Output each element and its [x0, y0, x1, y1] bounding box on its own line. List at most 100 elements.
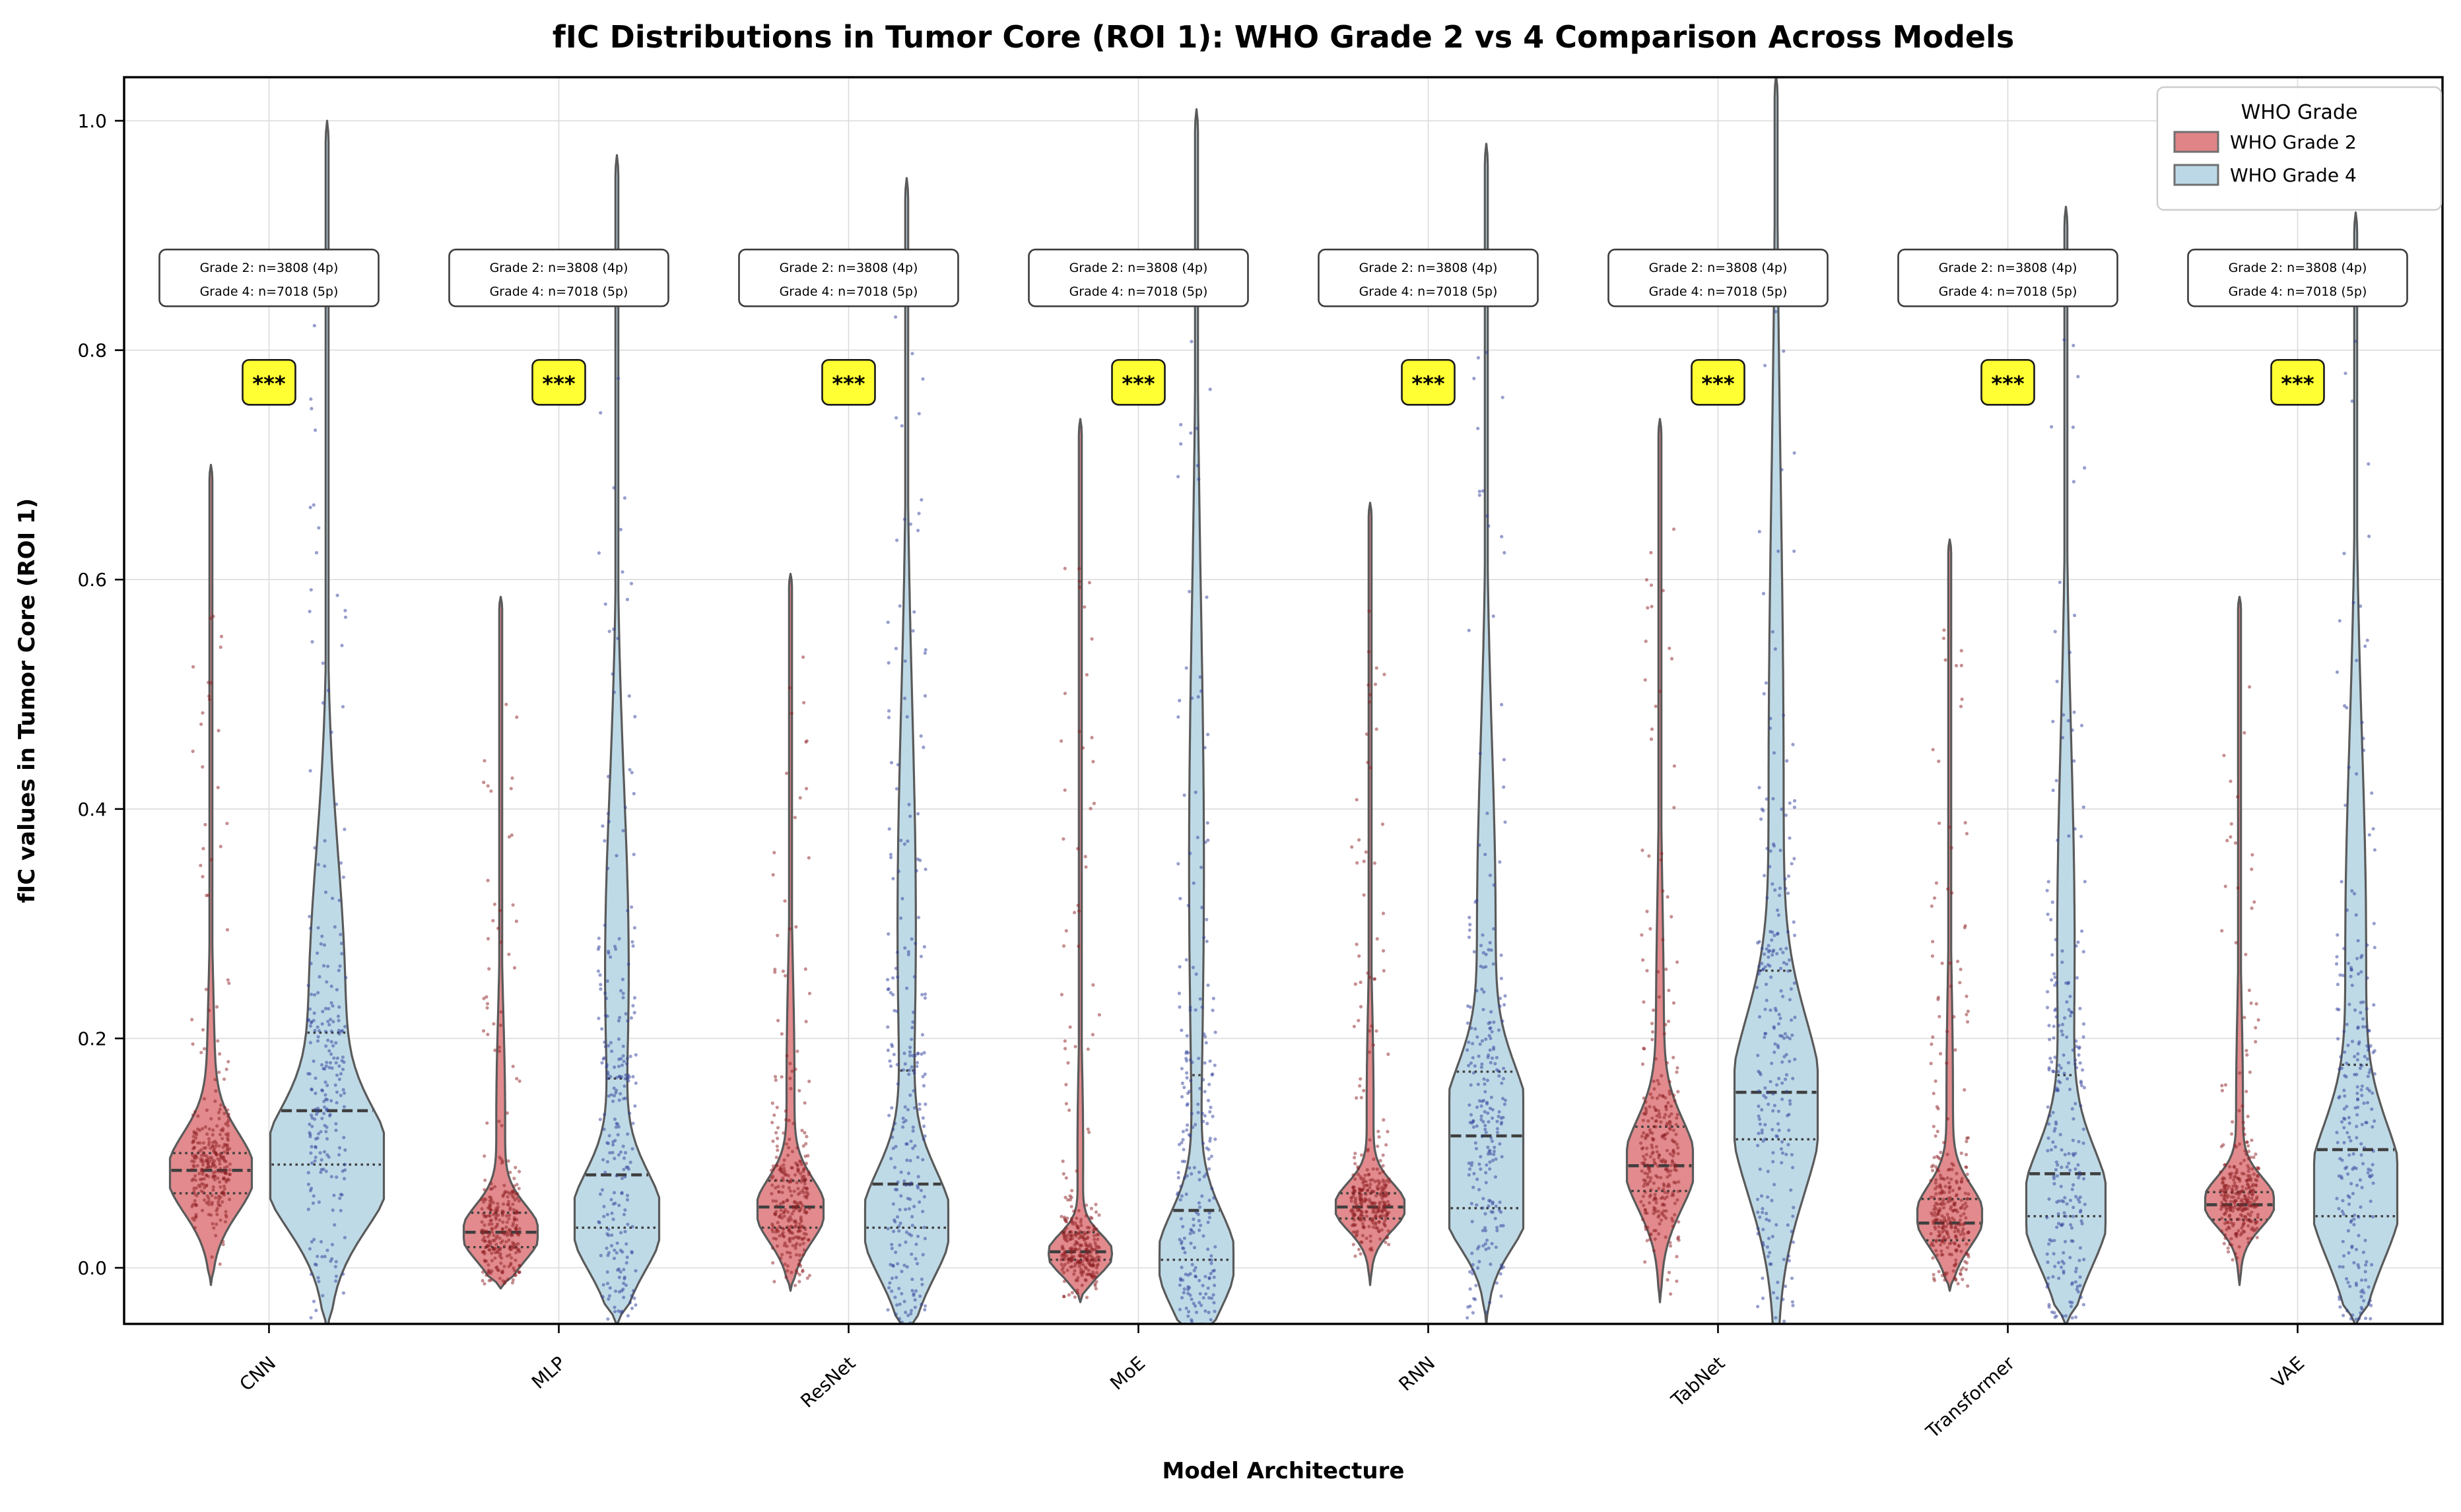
data-point: [1062, 944, 1066, 948]
data-point: [1061, 1159, 1065, 1164]
data-point: [1188, 1232, 1192, 1235]
data-point: [1930, 1241, 1934, 1245]
data-point: [793, 1243, 797, 1247]
data-point: [2254, 1222, 2258, 1226]
data-point: [1934, 1220, 1938, 1224]
data-point: [1953, 1230, 1957, 1233]
data-point: [2076, 1290, 2080, 1294]
data-point: [1776, 1122, 1780, 1126]
data-point: [1063, 1195, 1067, 1199]
data-point: [1641, 1154, 1646, 1158]
data-point: [335, 803, 339, 806]
data-point: [1480, 987, 1484, 991]
data-point: [2342, 1030, 2346, 1034]
data-point: [339, 933, 343, 937]
data-point: [505, 1111, 510, 1115]
data-point: [1382, 1200, 1387, 1204]
data-point: [2360, 1084, 2364, 1088]
data-point: [193, 1178, 197, 1182]
data-point: [903, 1105, 907, 1109]
data-point: [1472, 376, 1476, 381]
data-point: [2349, 1219, 2353, 1223]
data-point: [633, 1104, 637, 1108]
significance-box-VAE: ***: [2270, 358, 2325, 406]
data-point: [899, 1170, 903, 1174]
data-point: [1497, 1028, 1501, 1032]
data-point: [784, 1275, 788, 1279]
data-point: [1353, 1230, 1357, 1234]
data-point: [891, 1044, 894, 1048]
data-point: [207, 1175, 211, 1179]
data-point: [628, 1111, 632, 1115]
data-point: [1758, 969, 1762, 973]
data-point: [910, 1065, 914, 1069]
data-point: [894, 416, 898, 420]
data-point: [1964, 1152, 1969, 1157]
data-point: [1654, 1119, 1658, 1123]
data-point: [498, 1236, 502, 1240]
data-point: [1482, 990, 1486, 994]
data-point: [319, 942, 323, 946]
data-point: [1177, 1142, 1182, 1146]
data-point: [2246, 1237, 2250, 1241]
data-point: [1212, 1196, 1216, 1200]
data-point: [790, 1212, 794, 1216]
data-point: [597, 1220, 601, 1224]
data-point: [1063, 1251, 1067, 1255]
data-point: [1381, 1169, 1385, 1173]
data-point: [1089, 1258, 1093, 1262]
data-point: [1495, 1127, 1499, 1131]
data-point: [1945, 1030, 1949, 1034]
data-point: [1763, 965, 1767, 969]
data-point: [1209, 1318, 1213, 1322]
data-point: [1645, 1133, 1649, 1136]
data-point: [223, 1171, 228, 1175]
data-point: [205, 1183, 209, 1187]
data-point: [1087, 1226, 1091, 1230]
data-point: [491, 919, 495, 923]
data-point: [2365, 1057, 2369, 1061]
data-point: [1786, 930, 1790, 934]
data-point: [2354, 1166, 2358, 1170]
data-point: [343, 828, 347, 832]
data-point: [341, 1088, 345, 1092]
data-point: [202, 1146, 206, 1150]
data-point: [512, 966, 517, 970]
data-point: [632, 791, 636, 796]
data-point: [1062, 1215, 1066, 1219]
data-point: [222, 1111, 226, 1115]
data-point: [1063, 566, 1067, 570]
data-point: [795, 1049, 799, 1053]
data-point: [1669, 1169, 1673, 1173]
data-point: [1359, 1252, 1363, 1256]
data-point: [918, 1102, 922, 1106]
data-point: [190, 1159, 194, 1163]
data-point: [1764, 1032, 1768, 1035]
data-point: [1197, 1278, 1201, 1282]
data-point: [917, 511, 921, 515]
data-point: [1468, 1304, 1472, 1308]
data-point: [1095, 1270, 1099, 1274]
data-point: [1186, 1314, 1190, 1318]
data-point: [1672, 1180, 1676, 1184]
data-point: [910, 352, 914, 356]
data-point: [515, 1230, 519, 1233]
data-point: [2347, 1202, 2351, 1206]
data-point: [1930, 1211, 1934, 1215]
data-point: [630, 940, 634, 944]
data-point: [1493, 1062, 1497, 1066]
data-point: [2359, 1311, 2363, 1315]
data-point: [1483, 1226, 1487, 1230]
data-point: [480, 1220, 484, 1224]
data-point: [334, 1279, 338, 1283]
data-point: [2246, 1144, 2250, 1148]
data-point: [1781, 950, 1785, 954]
data-point: [2252, 1199, 2256, 1203]
data-point: [1761, 1296, 1765, 1300]
data-point: [220, 1170, 224, 1174]
annotation-line2: Grade 4: n=7018 (5p): [780, 284, 918, 299]
data-point: [1961, 1277, 1965, 1282]
data-point: [1382, 949, 1386, 953]
violin-body: [1733, 77, 1819, 1324]
data-point: [2081, 950, 2085, 954]
